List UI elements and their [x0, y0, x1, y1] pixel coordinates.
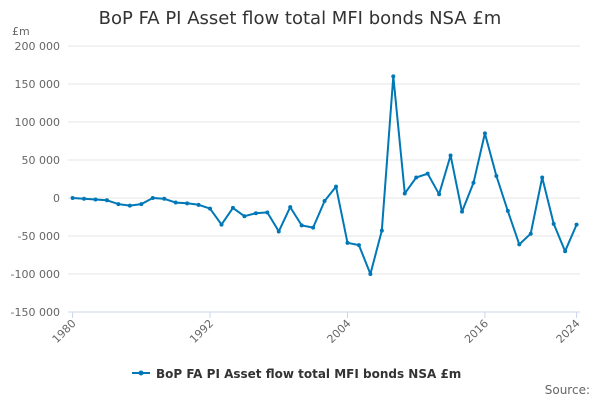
data-point[interactable] — [311, 225, 316, 230]
data-point[interactable] — [563, 249, 568, 254]
data-point[interactable] — [425, 171, 430, 176]
data-point[interactable] — [93, 197, 98, 202]
data-point[interactable] — [471, 180, 476, 185]
x-tick-label: 2004 — [325, 317, 354, 346]
data-point[interactable] — [460, 209, 465, 214]
data-point[interactable] — [356, 243, 361, 248]
data-point[interactable] — [368, 272, 373, 276]
legend[interactable]: BoP FA PI Asset flow total MFI bonds NSA… — [132, 367, 461, 381]
y-tick-label: -100 000 — [11, 268, 60, 281]
legend-point-marker — [138, 370, 144, 376]
data-point[interactable] — [299, 223, 304, 228]
data-point[interactable] — [437, 192, 442, 197]
x-tick-label: 1980 — [50, 317, 79, 346]
data-point[interactable] — [127, 203, 132, 208]
data-point[interactable] — [196, 202, 201, 207]
data-point[interactable] — [253, 211, 258, 216]
data-point[interactable] — [70, 196, 75, 200]
y-axis-ticks: 200 000 150 000 100 000 50 000 0 -50 000 -100 … — [11, 40, 60, 319]
data-point[interactable] — [82, 196, 87, 201]
x-tick-label: 1992 — [187, 317, 216, 346]
y-tick-label: 100 000 — [15, 116, 61, 129]
data-point[interactable] — [185, 201, 190, 206]
data-point[interactable] — [528, 231, 533, 236]
data-point[interactable] — [276, 229, 281, 234]
data-point[interactable] — [288, 205, 293, 210]
data-point[interactable] — [574, 222, 579, 227]
data-point[interactable] — [448, 153, 453, 158]
data-point[interactable] — [517, 242, 522, 247]
data-point[interactable] — [551, 221, 556, 226]
source-label: Source: — [545, 383, 590, 397]
data-point[interactable] — [482, 131, 487, 136]
data-point[interactable] — [116, 202, 121, 207]
data-point[interactable] — [162, 196, 167, 201]
data-point[interactable] — [414, 175, 419, 180]
data-point[interactable] — [265, 210, 270, 215]
data-point[interactable] — [334, 184, 339, 189]
y-axis-unit-label: £m — [12, 25, 30, 38]
data-point[interactable] — [402, 191, 407, 196]
data-point[interactable] — [391, 74, 396, 79]
data-point[interactable] — [540, 175, 545, 180]
data-point[interactable] — [208, 206, 213, 211]
data-point[interactable] — [219, 222, 224, 227]
series-line — [71, 75, 578, 275]
y-tick-label: 200 000 — [15, 40, 61, 53]
gridlines — [68, 45, 580, 275]
y-tick-label: 0 — [53, 192, 60, 205]
x-tick-label: 2024 — [554, 317, 583, 346]
data-point[interactable] — [150, 196, 155, 200]
data-point[interactable] — [242, 214, 247, 219]
data-point[interactable] — [505, 208, 510, 213]
chart-title: BoP FA PI Asset flow total MFI bonds NSA… — [99, 8, 502, 29]
x-axis-ticks: 1980 1992 2004 2016 2024 — [50, 312, 583, 346]
data-point[interactable] — [494, 173, 499, 178]
data-point[interactable] — [345, 240, 350, 245]
data-point[interactable] — [230, 205, 235, 210]
data-point[interactable] — [379, 228, 384, 233]
x-tick-label: 2016 — [462, 317, 491, 346]
y-tick-label: 50 000 — [22, 154, 61, 167]
y-tick-label: -150 000 — [11, 306, 60, 319]
data-point[interactable] — [173, 200, 178, 205]
series-layer — [70, 74, 579, 276]
legend-label: BoP FA PI Asset flow total MFI bonds NSA… — [156, 367, 461, 381]
y-tick-label: -50 000 — [18, 230, 60, 243]
data-point[interactable] — [139, 202, 144, 207]
y-tick-label: 150 000 — [15, 78, 61, 91]
data-point[interactable] — [322, 199, 327, 204]
data-point[interactable] — [104, 198, 109, 203]
